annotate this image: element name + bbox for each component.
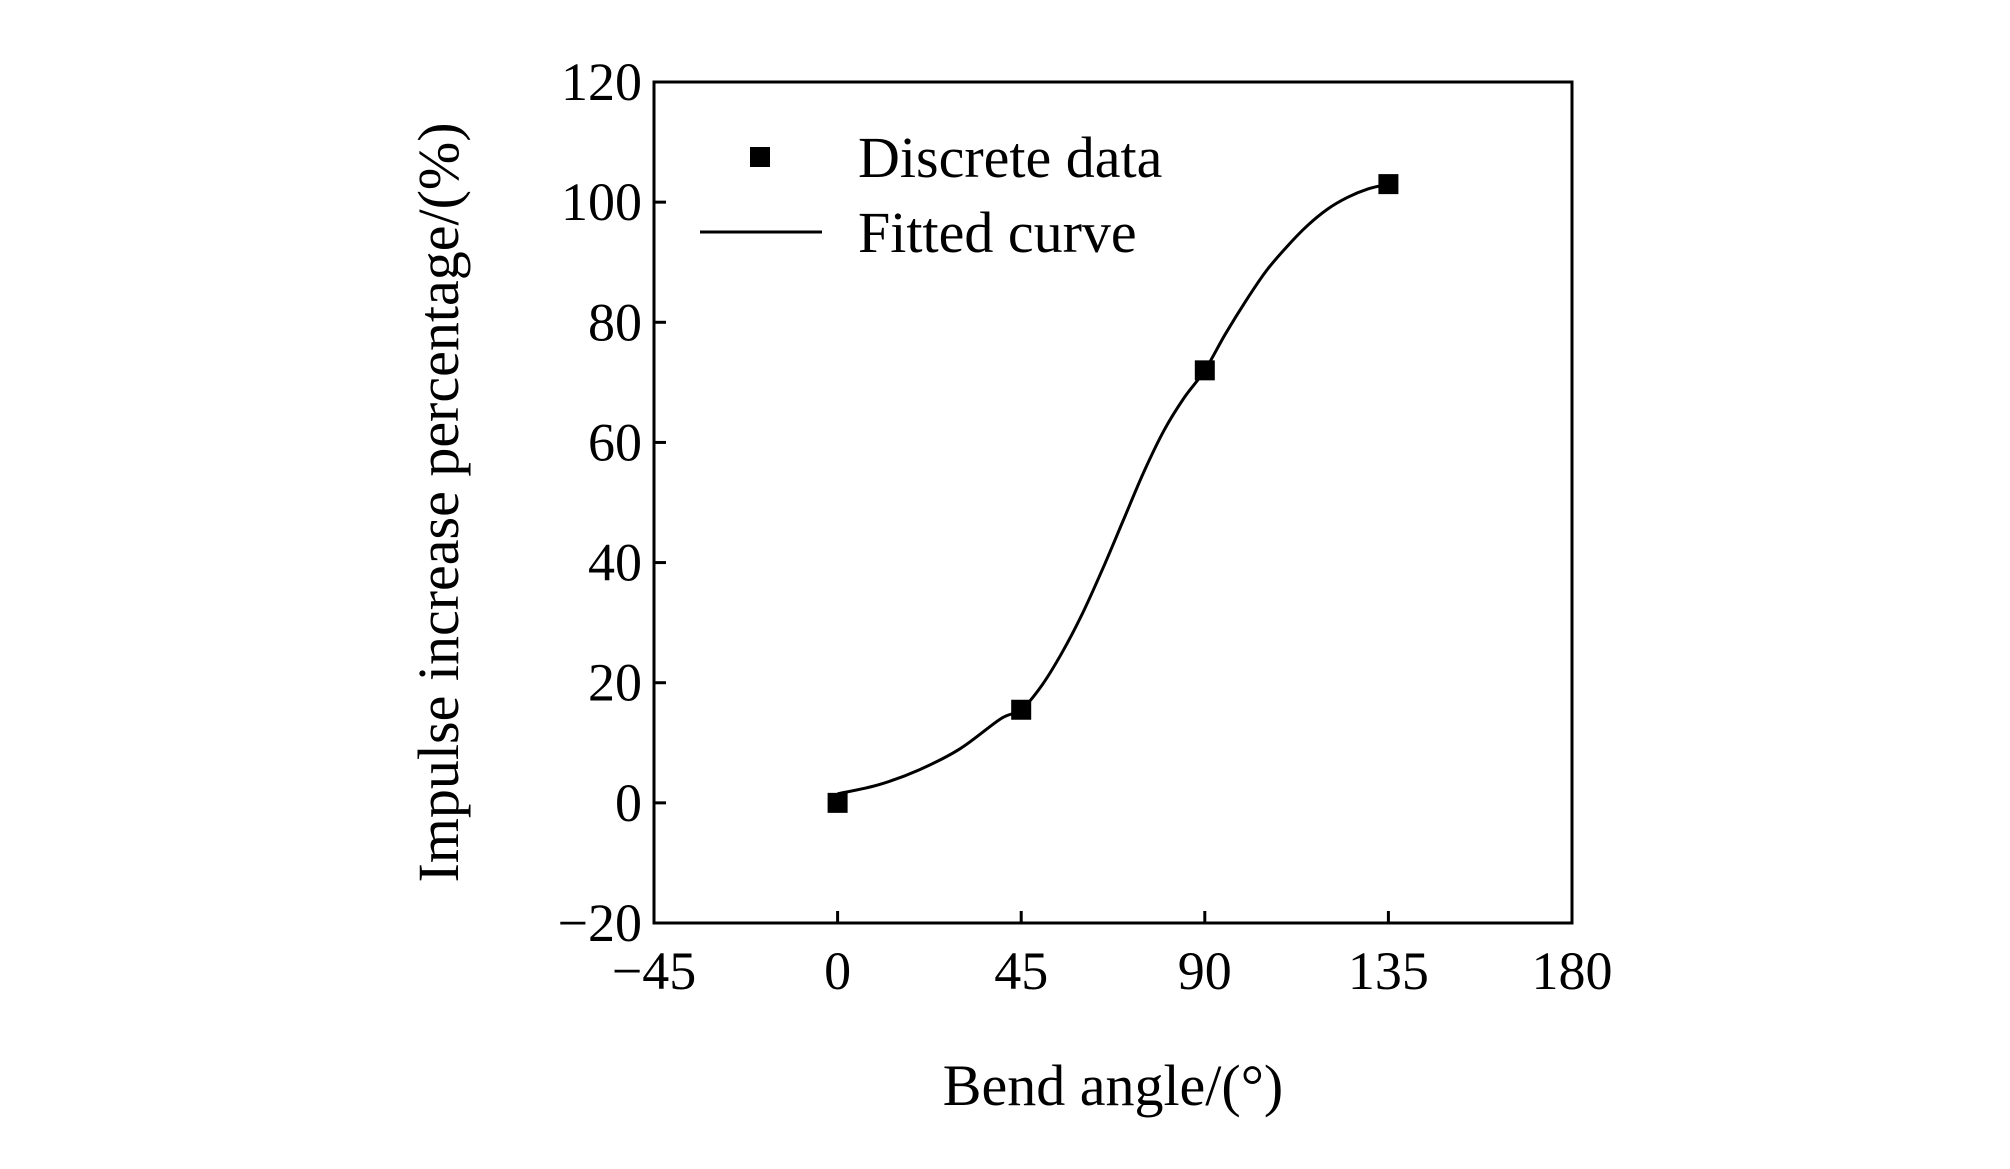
data-point: [1194, 360, 1215, 381]
y-tick-label: 0: [615, 773, 642, 833]
y-tick-label: 40: [588, 533, 642, 593]
data-point: [827, 792, 848, 813]
legend-label-fitted: Fitted curve: [858, 200, 1137, 265]
x-tick-label: 0: [824, 941, 851, 1001]
fitted-curve: [837, 182, 1389, 796]
x-tick-label: 135: [1348, 941, 1429, 1001]
ticks: −45 0 45 90 135 180 −20 0 20 40 60 80 100 120: [558, 52, 1613, 1001]
fitted-curve-layer: [837, 182, 1389, 796]
legend: Discrete data Fitted curve: [700, 125, 1162, 265]
y-axis-title: Impulse increase percentage/(%): [406, 122, 471, 882]
y-tick-label: −20: [558, 893, 642, 953]
x-tick-label: 45: [994, 941, 1048, 1001]
y-tick-label: 100: [561, 172, 642, 232]
x-tick-label: −45: [612, 941, 696, 1001]
legend-marker-square: [750, 147, 770, 167]
legend-label-discrete: Discrete data: [858, 125, 1162, 190]
data-point: [1011, 699, 1032, 720]
y-tick-label: 20: [588, 653, 642, 713]
y-tick-label: 120: [561, 52, 642, 112]
x-tick-label: 90: [1178, 941, 1232, 1001]
x-tick-label: 180: [1532, 941, 1613, 1001]
y-tick-label: 60: [588, 412, 642, 472]
data-point: [1378, 174, 1399, 195]
axes: [652, 80, 1574, 925]
plot-frame: [652, 80, 1574, 925]
discrete-points-layer: [827, 174, 1399, 813]
y-tick-label: 80: [588, 292, 642, 352]
x-axis-title: Bend angle/(°): [943, 1053, 1283, 1118]
